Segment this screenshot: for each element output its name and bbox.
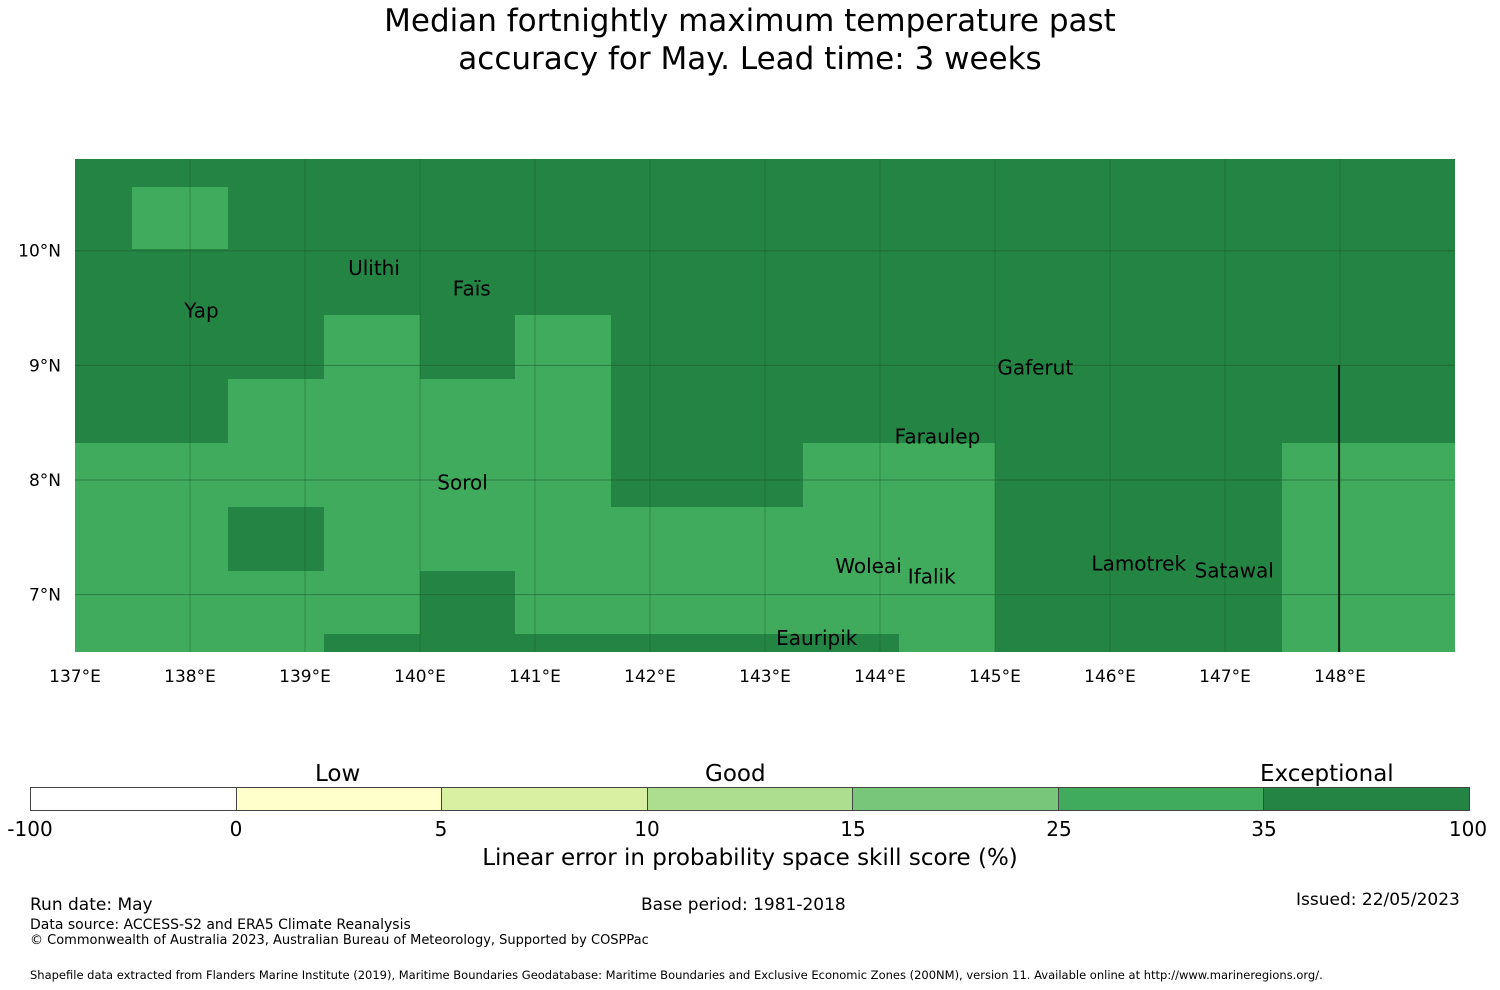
latitude-tick-label: 10°N: [18, 242, 61, 262]
latitude-ticks: 10°N 9°N 8°N 7°N: [18, 242, 61, 606]
legend-category-good: Good: [705, 761, 766, 787]
legend-colorbar: [30, 787, 1470, 811]
skill-cell: [228, 507, 324, 571]
graticule: [75, 159, 1455, 652]
skill-map: 137°E 138°E 139°E 140°E 141°E 142°E 143°E 144°E…: [18, 159, 1455, 687]
skill-cell: [75, 443, 611, 652]
skill-cell: [132, 187, 228, 249]
shapefile-credit: Shapefile data extracted from Flanders M…: [30, 968, 1323, 982]
legend-tick: 0: [229, 817, 243, 841]
legend-tick: 35: [1251, 817, 1277, 841]
longitude-tick-label: 139°E: [279, 667, 331, 687]
issued-date: Issued: 22/05/2023: [1296, 890, 1460, 910]
longitude-tick-label: 143°E: [739, 667, 791, 687]
legend-color-segment: [1058, 788, 1265, 810]
skill-cell: [515, 634, 899, 652]
skill-cell: [1282, 443, 1455, 652]
legend-tick: 15: [840, 817, 866, 841]
legend-tick: -100: [7, 817, 53, 841]
latitude-tick-label: 7°N: [29, 586, 61, 606]
place-label: Ulithi: [348, 256, 400, 280]
place-label: Woleai: [835, 554, 902, 578]
map-title: Median fortnightly maximum temperature p…: [0, 2, 1500, 78]
legend-category-low: Low: [315, 761, 361, 787]
run-date: Run date: May: [30, 895, 153, 915]
legend-tick: 10: [634, 817, 660, 841]
place-labels: Yap Ulithi Faïs Gaferut Faraulep Sorol Woleai I…: [183, 256, 1274, 650]
skill-cell: [228, 379, 611, 443]
longitude-tick-label: 148°E: [1314, 667, 1366, 687]
longitude-tick-label: 142°E: [624, 667, 676, 687]
place-label: Lamotrek: [1091, 552, 1186, 576]
legend-tick: 25: [1046, 817, 1072, 841]
data-source: Data source: ACCESS-S2 and ERA5 Climate …: [30, 917, 411, 933]
base-period: Base period: 1981-2018: [641, 895, 846, 915]
latitude-tick-label: 9°N: [29, 356, 61, 376]
place-label: Yap: [183, 298, 218, 322]
legend-color-segment: [853, 788, 1059, 810]
place-label: Eauripik: [776, 626, 858, 650]
longitude-tick-label: 140°E: [394, 667, 446, 687]
skill-cells: [75, 159, 1455, 652]
title-line-1: Median fortnightly maximum temperature p…: [384, 3, 1116, 39]
place-label: Faraulep: [895, 424, 981, 448]
copyright-notice: © Commonwealth of Australia 2023, Austra…: [30, 933, 649, 948]
legend-color-segment: [236, 788, 443, 810]
longitude-tick-label: 146°E: [1084, 667, 1136, 687]
place-label: Sorol: [437, 470, 488, 494]
longitude-ticks: 137°E 138°E 139°E 140°E 141°E 142°E 143°E 144°E…: [49, 667, 1366, 687]
longitude-tick-label: 145°E: [969, 667, 1021, 687]
legend-tick: 100: [1448, 817, 1488, 841]
title-line-2: accuracy for May. Lead time: 3 weeks: [458, 41, 1042, 77]
legend-category-exceptional: Exceptional: [1260, 761, 1394, 787]
legend-color-segment: [442, 788, 648, 810]
skill-cell: [611, 507, 803, 652]
latitude-tick-label: 8°N: [29, 471, 61, 491]
longitude-tick-label: 141°E: [509, 667, 561, 687]
place-label: Faïs: [453, 277, 491, 301]
skill-cell: [803, 443, 995, 652]
longitude-tick-label: 144°E: [854, 667, 906, 687]
place-label: Gaferut: [997, 356, 1073, 380]
longitude-tick-label: 138°E: [164, 667, 216, 687]
legend-color-segment: [1264, 788, 1470, 810]
skill-cell: [420, 571, 515, 652]
legend-color-segment: [647, 788, 854, 810]
skill-cell: [324, 634, 420, 652]
legend-tick: 5: [434, 817, 448, 841]
legend-color-segment: [31, 788, 237, 810]
place-label: Satawal: [1195, 559, 1274, 583]
legend-axis-label: Linear error in probability space skill …: [482, 845, 1018, 871]
longitude-tick-label: 147°E: [1199, 667, 1251, 687]
longitude-tick-label: 137°E: [49, 667, 101, 687]
place-label: Ifalik: [908, 564, 956, 588]
